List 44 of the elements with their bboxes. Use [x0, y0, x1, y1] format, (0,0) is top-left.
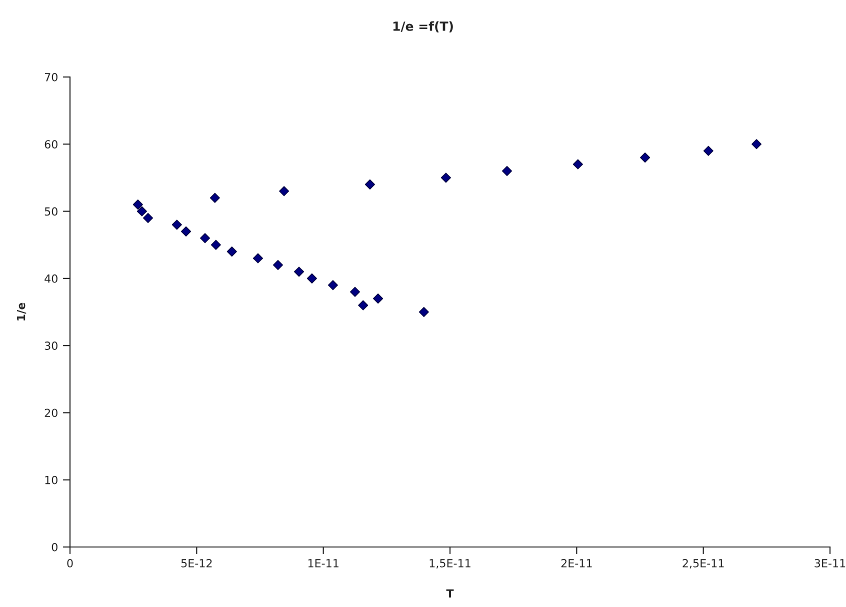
y-tick-label: 10	[45, 476, 58, 484]
x-tick-label: 1E-11	[308, 559, 338, 568]
point	[328, 280, 338, 290]
point	[752, 139, 762, 150]
point	[132, 200, 143, 210]
point	[143, 212, 154, 224]
point	[181, 226, 192, 236]
point	[226, 246, 237, 257]
y-tick-label: 20	[44, 408, 58, 418]
y-tick-label: 30	[44, 342, 58, 350]
point	[358, 300, 368, 310]
x-tick-label: 0	[67, 559, 73, 568]
point	[294, 266, 304, 277]
point	[502, 166, 512, 176]
x-tick-label: 2E-11	[561, 559, 592, 568]
point	[306, 273, 317, 284]
x-axis-title: T	[446, 589, 454, 598]
x-tick-label: 1,5E-11	[430, 559, 470, 569]
x-tick-label: 2,5E-11	[682, 559, 724, 569]
point	[136, 206, 147, 216]
point	[572, 159, 583, 170]
point	[210, 192, 220, 203]
point	[272, 260, 284, 270]
point	[350, 286, 360, 297]
y-tick-label: 50	[44, 207, 58, 216]
y-tick-label: 40	[44, 274, 58, 283]
chart-title: 1/e =f(T)	[393, 21, 453, 32]
point	[703, 146, 714, 156]
point	[440, 172, 451, 183]
point	[200, 233, 210, 244]
y-axis-title: 1/e	[16, 302, 26, 320]
y-tick-label: 0	[52, 542, 58, 552]
point	[364, 179, 375, 190]
point	[279, 186, 290, 196]
point	[373, 294, 384, 304]
point	[172, 220, 182, 230]
point	[640, 152, 650, 163]
point	[252, 253, 263, 264]
y-tick-label: 70	[44, 72, 58, 82]
y-tick-label: 60	[44, 140, 58, 149]
x-tick-label: 5E-12	[181, 559, 212, 568]
point	[418, 306, 429, 318]
x-tick-label: 3E-11	[814, 559, 846, 568]
point	[210, 240, 221, 250]
